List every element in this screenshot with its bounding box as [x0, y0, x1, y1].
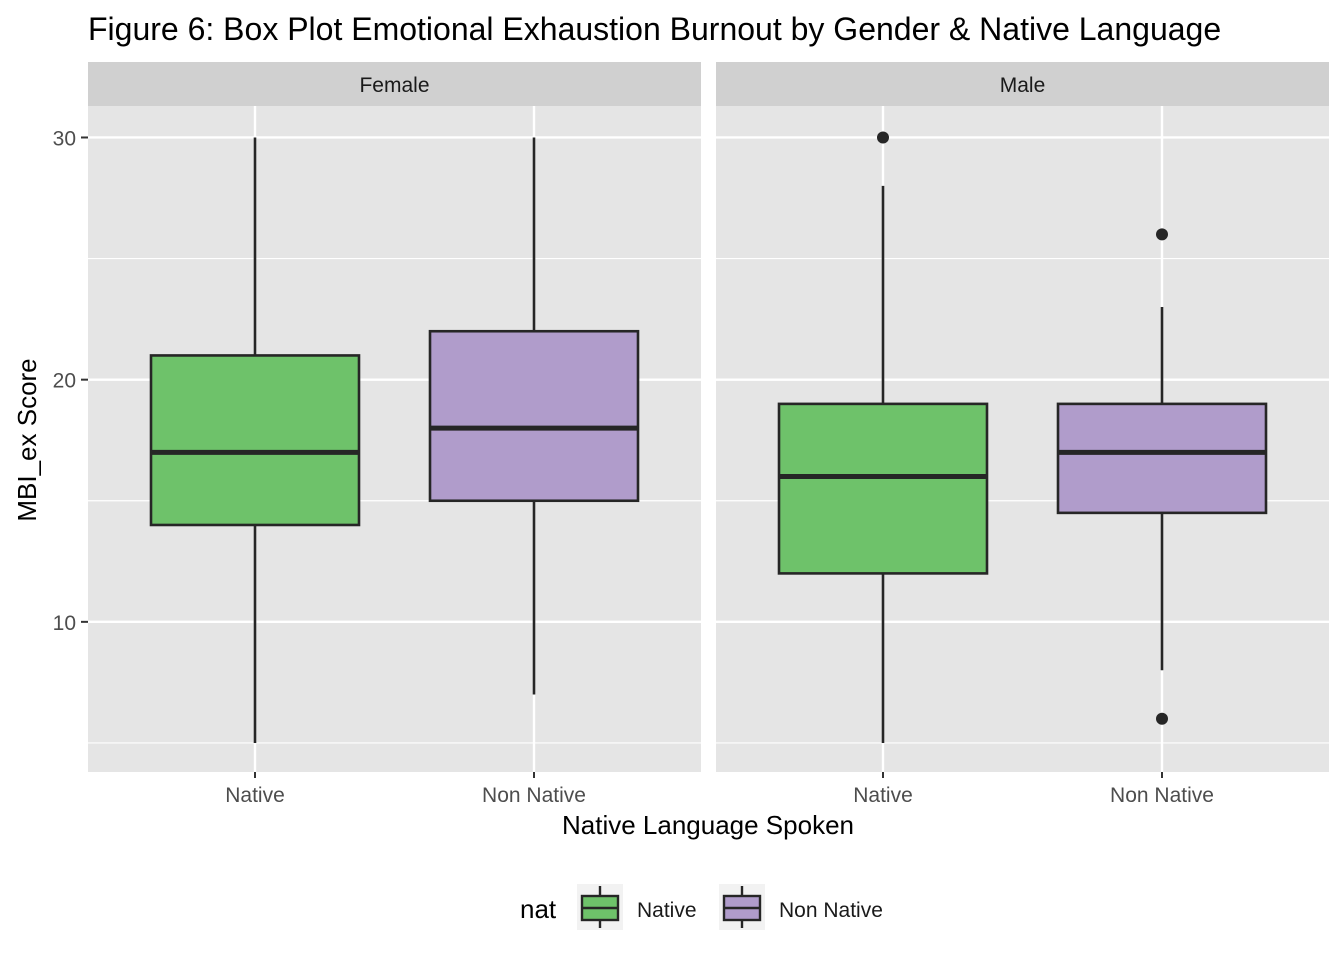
chart-title: Figure 6: Box Plot Emotional Exhaustion …	[88, 11, 1221, 47]
box-female-non-native	[428, 137, 640, 695]
facet-panel-female: Female Native Non Native	[88, 62, 701, 807]
legend: nat Native Non Native	[520, 884, 883, 930]
box-female-native	[149, 137, 361, 743]
facet-strip-label: Male	[1000, 74, 1046, 97]
box-body	[1056, 402, 1268, 515]
legend-key-non-native: Non Native	[719, 884, 883, 930]
box-body	[428, 329, 640, 503]
box-male-native	[777, 131, 989, 743]
y-axis-label: MBI_ex Score	[12, 358, 42, 521]
x-tick-label: Native	[225, 784, 285, 807]
outlier-point	[1156, 228, 1168, 241]
facet-panels: Female Native Non Native Male Native Non Nati…	[88, 62, 1329, 807]
outlier-point	[1156, 712, 1168, 725]
box-male-non-native	[1056, 228, 1268, 725]
y-tick-label: 30	[53, 127, 76, 150]
legend-item-label: Non Native	[779, 899, 883, 922]
box-body	[149, 354, 361, 527]
box-body	[777, 402, 989, 575]
legend-item-label: Native	[637, 899, 697, 922]
y-tick-label: 10	[53, 612, 76, 635]
facet-strip	[716, 62, 1329, 106]
facet-panel-male: Male Native Non Native	[716, 62, 1329, 807]
x-tick-label: Non Native	[482, 784, 586, 807]
facet-strip	[88, 62, 701, 106]
facet-strip-label: Female	[359, 74, 429, 97]
x-tick-label: Native	[853, 784, 913, 807]
y-axis: 10 20 30	[53, 127, 88, 635]
x-axis-label: Native Language Spoken	[562, 810, 854, 840]
outlier-point	[877, 131, 889, 144]
legend-key-native: Native	[577, 884, 697, 930]
x-tick-label: Non Native	[1110, 784, 1214, 807]
y-tick-label: 20	[53, 370, 76, 393]
legend-title: nat	[520, 894, 557, 924]
